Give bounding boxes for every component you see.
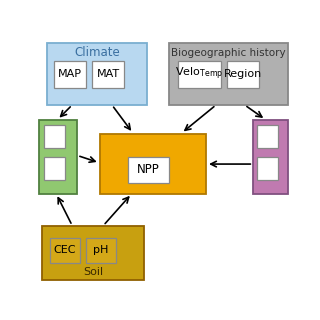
Text: NPP: NPP [137,163,160,176]
Bar [44,124,65,148]
Text: MAT: MAT [97,69,120,79]
Bar [47,43,147,105]
Text: MAP: MAP [58,69,82,79]
Bar [92,60,124,88]
Bar [44,157,65,180]
Bar [227,60,260,88]
Bar [43,226,144,280]
Text: Velo$_{\mathregular{Temp}}$: Velo$_{\mathregular{Temp}}$ [175,66,223,82]
Bar [257,124,278,148]
Bar [39,120,77,194]
Bar [54,60,86,88]
Bar [257,157,278,180]
Text: Biogeographic history: Biogeographic history [171,48,286,58]
Text: Soil: Soil [83,267,103,277]
Text: Region: Region [224,69,262,79]
Text: Climate: Climate [74,46,120,59]
Text: pH: pH [93,245,108,255]
Bar [253,120,288,194]
Bar [169,43,288,105]
Bar [50,238,80,263]
Text: CEC: CEC [53,245,76,255]
Bar [178,60,221,88]
Bar [128,157,169,182]
Bar [86,238,116,263]
Bar [100,134,206,194]
